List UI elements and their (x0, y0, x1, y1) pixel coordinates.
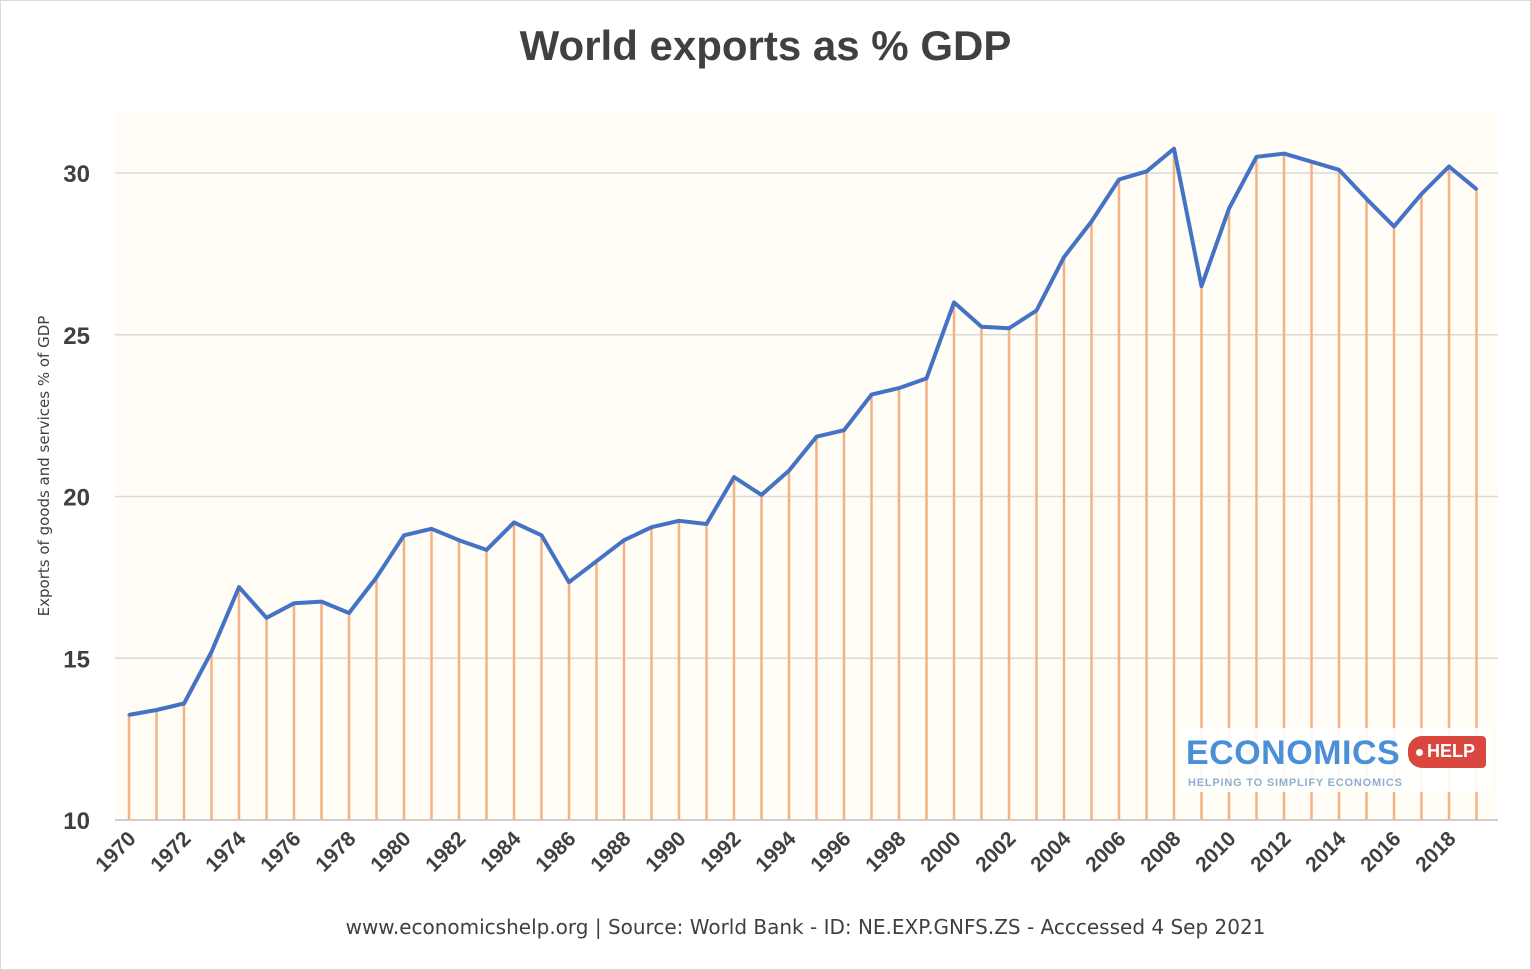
series-line (128, 146, 1478, 717)
data-point (760, 493, 763, 497)
economics-help-logo: ECONOMICS HELP HELPING TO SIMPLIFY ECONO… (1180, 728, 1492, 792)
data-point (512, 520, 516, 524)
x-tick-label: 2012 (1246, 827, 1295, 876)
x-tick-label: 2018 (1411, 827, 1461, 877)
y-tick-label: 25 (63, 323, 90, 350)
data-point (210, 650, 213, 654)
data-point (237, 585, 241, 589)
x-tick-label: 1994 (751, 827, 801, 877)
data-point (1282, 152, 1286, 156)
data-point (1447, 165, 1451, 169)
x-tick-label: 1984 (476, 827, 526, 877)
data-point (595, 559, 598, 563)
data-point (980, 325, 983, 329)
x-tick-label: 1988 (586, 827, 636, 877)
y-tick-label: 20 (63, 485, 90, 512)
data-point (787, 469, 791, 473)
chart-title: World exports as % GDP (519, 22, 1012, 69)
data-point (485, 548, 488, 552)
x-tick-label: 2016 (1356, 827, 1405, 876)
data-point (1475, 187, 1478, 191)
data-point (127, 713, 131, 717)
data-point (870, 393, 873, 397)
data-point (292, 601, 296, 605)
logo-tag: HELP (1408, 736, 1486, 768)
logo-tag-hole (1416, 749, 1423, 756)
data-point (622, 538, 626, 542)
data-point (265, 616, 268, 620)
data-point (1172, 147, 1176, 151)
x-tick-label: 2006 (1081, 827, 1130, 876)
x-tick-label: 1976 (256, 827, 305, 876)
logo-tag-text: HELP (1427, 741, 1476, 761)
data-point (1310, 160, 1313, 164)
data-point (897, 386, 901, 390)
y-tick-label: 15 (63, 646, 90, 673)
x-tick-label: 1970 (91, 827, 140, 876)
x-tick-label: 1978 (311, 827, 361, 877)
logo-wordmark: ECONOMICS (1186, 734, 1401, 772)
data-point (705, 522, 708, 526)
x-tick-label: 2004 (1026, 827, 1076, 877)
y-tick-label: 30 (63, 161, 90, 188)
data-point (1365, 197, 1368, 201)
logo-tagline: HELPING TO SIMPLIFY ECONOMICS (1188, 777, 1403, 789)
data-point (430, 527, 433, 531)
data-point (540, 533, 543, 537)
x-tick-label: 2008 (1136, 827, 1186, 877)
data-point (1420, 192, 1423, 196)
data-point (925, 376, 928, 380)
x-tick-label: 1986 (531, 827, 580, 876)
data-point (650, 525, 653, 529)
x-tick-label: 1982 (421, 827, 470, 876)
data-point (1062, 255, 1066, 259)
data-point (1145, 169, 1148, 173)
data-point (952, 300, 956, 304)
data-point (677, 519, 681, 523)
data-point (320, 600, 323, 604)
data-point (1090, 220, 1093, 224)
x-tick-label: 2000 (916, 827, 965, 876)
data-point (182, 702, 186, 706)
x-tick-label: 1992 (696, 827, 745, 876)
data-point (1035, 308, 1038, 312)
data-point (1200, 284, 1203, 288)
x-tick-label: 1972 (146, 827, 195, 876)
x-tick-label: 1974 (201, 827, 251, 877)
data-point (457, 538, 461, 542)
x-tick-label: 2014 (1301, 827, 1351, 877)
data-point (1227, 207, 1231, 211)
x-tick-label: 1998 (861, 827, 911, 877)
data-point (1255, 155, 1258, 159)
data-point (1392, 224, 1396, 228)
plot-area (115, 110, 1498, 820)
source-note: www.economicshelp.org | Source: World Ba… (345, 915, 1266, 939)
data-point (1337, 168, 1341, 172)
data-point (375, 575, 378, 579)
data-point (402, 533, 406, 537)
data-point (1117, 177, 1121, 181)
data-point (347, 611, 351, 615)
data-point (815, 435, 818, 439)
data-point (732, 475, 736, 479)
x-tick-label: 2002 (971, 827, 1020, 876)
x-tick-label: 2010 (1191, 827, 1240, 876)
data-point (1007, 326, 1011, 330)
x-tick-label: 1980 (366, 827, 415, 876)
data-point (155, 708, 158, 712)
data-point (842, 428, 846, 432)
x-tick-label: 1990 (641, 827, 690, 876)
y-tick-label: 10 (63, 808, 90, 835)
y-axis-label: Exports of goods and services % of GDP (35, 315, 53, 617)
x-tick-label: 1996 (806, 827, 855, 876)
data-point (567, 580, 571, 584)
